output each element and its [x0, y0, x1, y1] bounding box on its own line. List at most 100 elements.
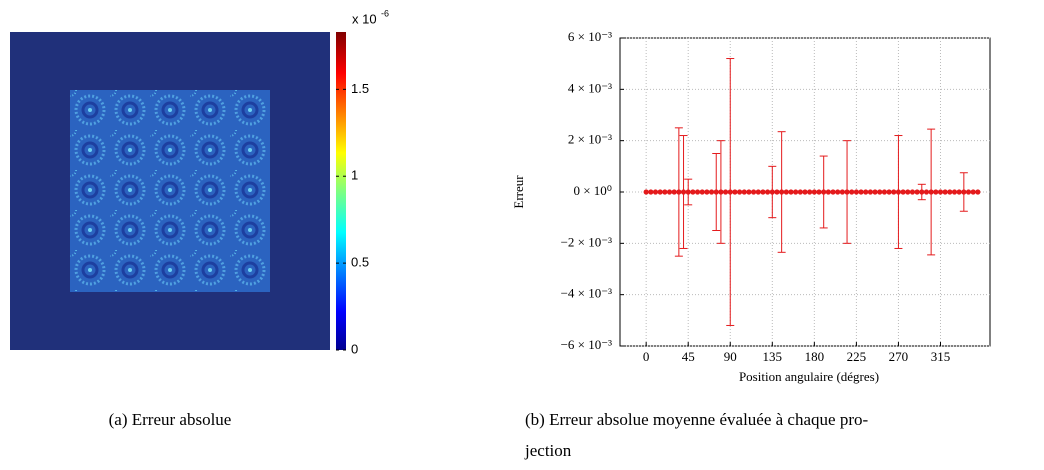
y-tick-label: 2 × 10⁻³ — [568, 132, 612, 147]
point — [685, 189, 691, 195]
y-tick-label: 4 × 10⁻³ — [568, 80, 612, 95]
point — [965, 189, 972, 195]
point — [788, 189, 794, 195]
point — [793, 189, 799, 195]
point — [765, 189, 771, 195]
y-tick-label: −2 × 10⁻³ — [561, 234, 613, 249]
point — [872, 189, 878, 195]
y-tick-label: 6 × 10⁻³ — [568, 29, 612, 44]
point — [699, 189, 705, 195]
point — [933, 189, 939, 195]
point — [797, 189, 803, 195]
point — [816, 189, 822, 195]
point — [839, 189, 845, 195]
point — [853, 189, 859, 195]
point — [671, 189, 677, 195]
caption: (b) Erreur absolue moyenne évaluée à cha… — [525, 410, 868, 429]
colorbar-tick-label: 1.5 — [351, 81, 369, 96]
point — [648, 189, 654, 195]
colorbar-exponent: -6 — [381, 8, 389, 18]
point — [891, 189, 897, 195]
x-tick-label: 0 — [643, 349, 650, 364]
point — [863, 189, 869, 195]
point — [881, 189, 888, 195]
point — [760, 189, 766, 195]
x-tick-label: 180 — [805, 349, 825, 364]
point — [942, 189, 948, 195]
point — [905, 189, 911, 195]
y-axis-label: Erreur — [511, 175, 526, 209]
heatmap-field — [70, 90, 270, 292]
point — [858, 189, 864, 195]
point — [961, 189, 967, 195]
point — [769, 189, 775, 195]
point — [736, 189, 743, 195]
point — [694, 189, 701, 195]
y-tick-label: 0 × 10⁰ — [573, 183, 612, 198]
point — [877, 189, 883, 195]
x-tick-label: 225 — [847, 349, 867, 364]
point — [713, 189, 719, 195]
point — [657, 189, 663, 195]
x-axis-label: Position angulaire (dégres) — [739, 369, 879, 384]
point — [825, 189, 831, 195]
point — [951, 189, 958, 195]
colorbar-tick-label: 1 — [351, 168, 358, 183]
point — [970, 189, 976, 195]
point — [821, 189, 827, 195]
point — [886, 189, 892, 195]
point — [909, 189, 916, 195]
point — [956, 189, 962, 195]
point — [937, 189, 944, 195]
point — [802, 189, 808, 195]
point — [690, 189, 696, 195]
caption: jection — [524, 441, 572, 460]
point — [708, 189, 715, 195]
colorbar-tick-label: 0.5 — [351, 255, 369, 270]
point — [676, 189, 682, 195]
point — [652, 189, 659, 195]
point — [643, 189, 649, 195]
point — [830, 189, 836, 195]
point — [811, 189, 817, 195]
colorbar-scale: x 10 — [352, 11, 377, 26]
point — [722, 189, 729, 195]
point — [835, 189, 841, 195]
point — [666, 189, 673, 195]
point — [914, 189, 920, 195]
point — [755, 189, 761, 195]
point — [774, 189, 780, 195]
x-tick-label: 270 — [889, 349, 909, 364]
y-tick-label: −6 × 10⁻³ — [561, 337, 613, 352]
point — [900, 189, 906, 195]
point — [928, 189, 934, 195]
point — [704, 189, 710, 195]
x-tick-label: 135 — [763, 349, 783, 364]
point — [867, 189, 874, 195]
point — [923, 189, 930, 195]
point — [919, 189, 925, 195]
y-tick-label: −4 × 10⁻³ — [561, 286, 613, 301]
point — [807, 189, 813, 195]
point — [783, 189, 789, 195]
point — [718, 189, 724, 195]
point — [779, 189, 785, 195]
point — [732, 189, 738, 195]
point — [751, 189, 757, 195]
point — [895, 189, 902, 195]
point — [947, 189, 953, 195]
x-tick-label: 45 — [682, 349, 695, 364]
point — [662, 189, 668, 195]
point — [844, 189, 850, 195]
caption: (a) Erreur absolue — [109, 410, 232, 429]
point — [741, 189, 747, 195]
colorbar — [336, 32, 346, 350]
x-tick-label: 315 — [931, 349, 951, 364]
x-tick-label: 90 — [724, 349, 737, 364]
colorbar-tick-label: 0 — [351, 341, 358, 356]
point — [975, 189, 981, 195]
point — [746, 189, 752, 195]
point — [849, 189, 855, 195]
point — [727, 189, 733, 195]
